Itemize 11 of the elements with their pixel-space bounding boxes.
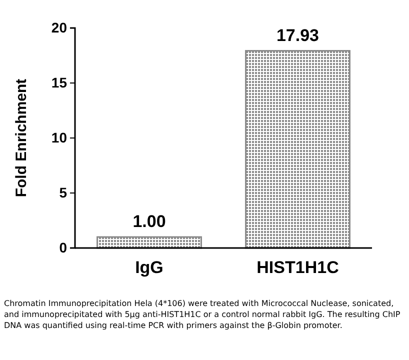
y-axis-title: Fold Enrichment xyxy=(13,78,30,198)
y-tick-label: 15 xyxy=(51,74,68,90)
y-tick-label: 0 xyxy=(59,239,68,256)
x-tick-label: IgG xyxy=(135,258,164,278)
text: Chromatin Immunoprecipitation Hela (4*106) were treated with Micrococcal Nuclease, sonicated, and immunoprecipitated with 5μg anti-HIST1H1C or a control normal rabbit IgG. The resulting ChIP DNA was quantified using real-time PCR with primers against the β-Globin promoter. xyxy=(4,298,402,331)
data-label: 1.00 xyxy=(132,212,166,231)
y-tick-label: 20 xyxy=(51,19,68,36)
y-tick-label: 5 xyxy=(59,184,68,200)
x-tick-label: HIST1H1C xyxy=(256,258,339,278)
data-label: 17.93 xyxy=(276,26,320,45)
y-tick-label: 10 xyxy=(51,129,68,146)
